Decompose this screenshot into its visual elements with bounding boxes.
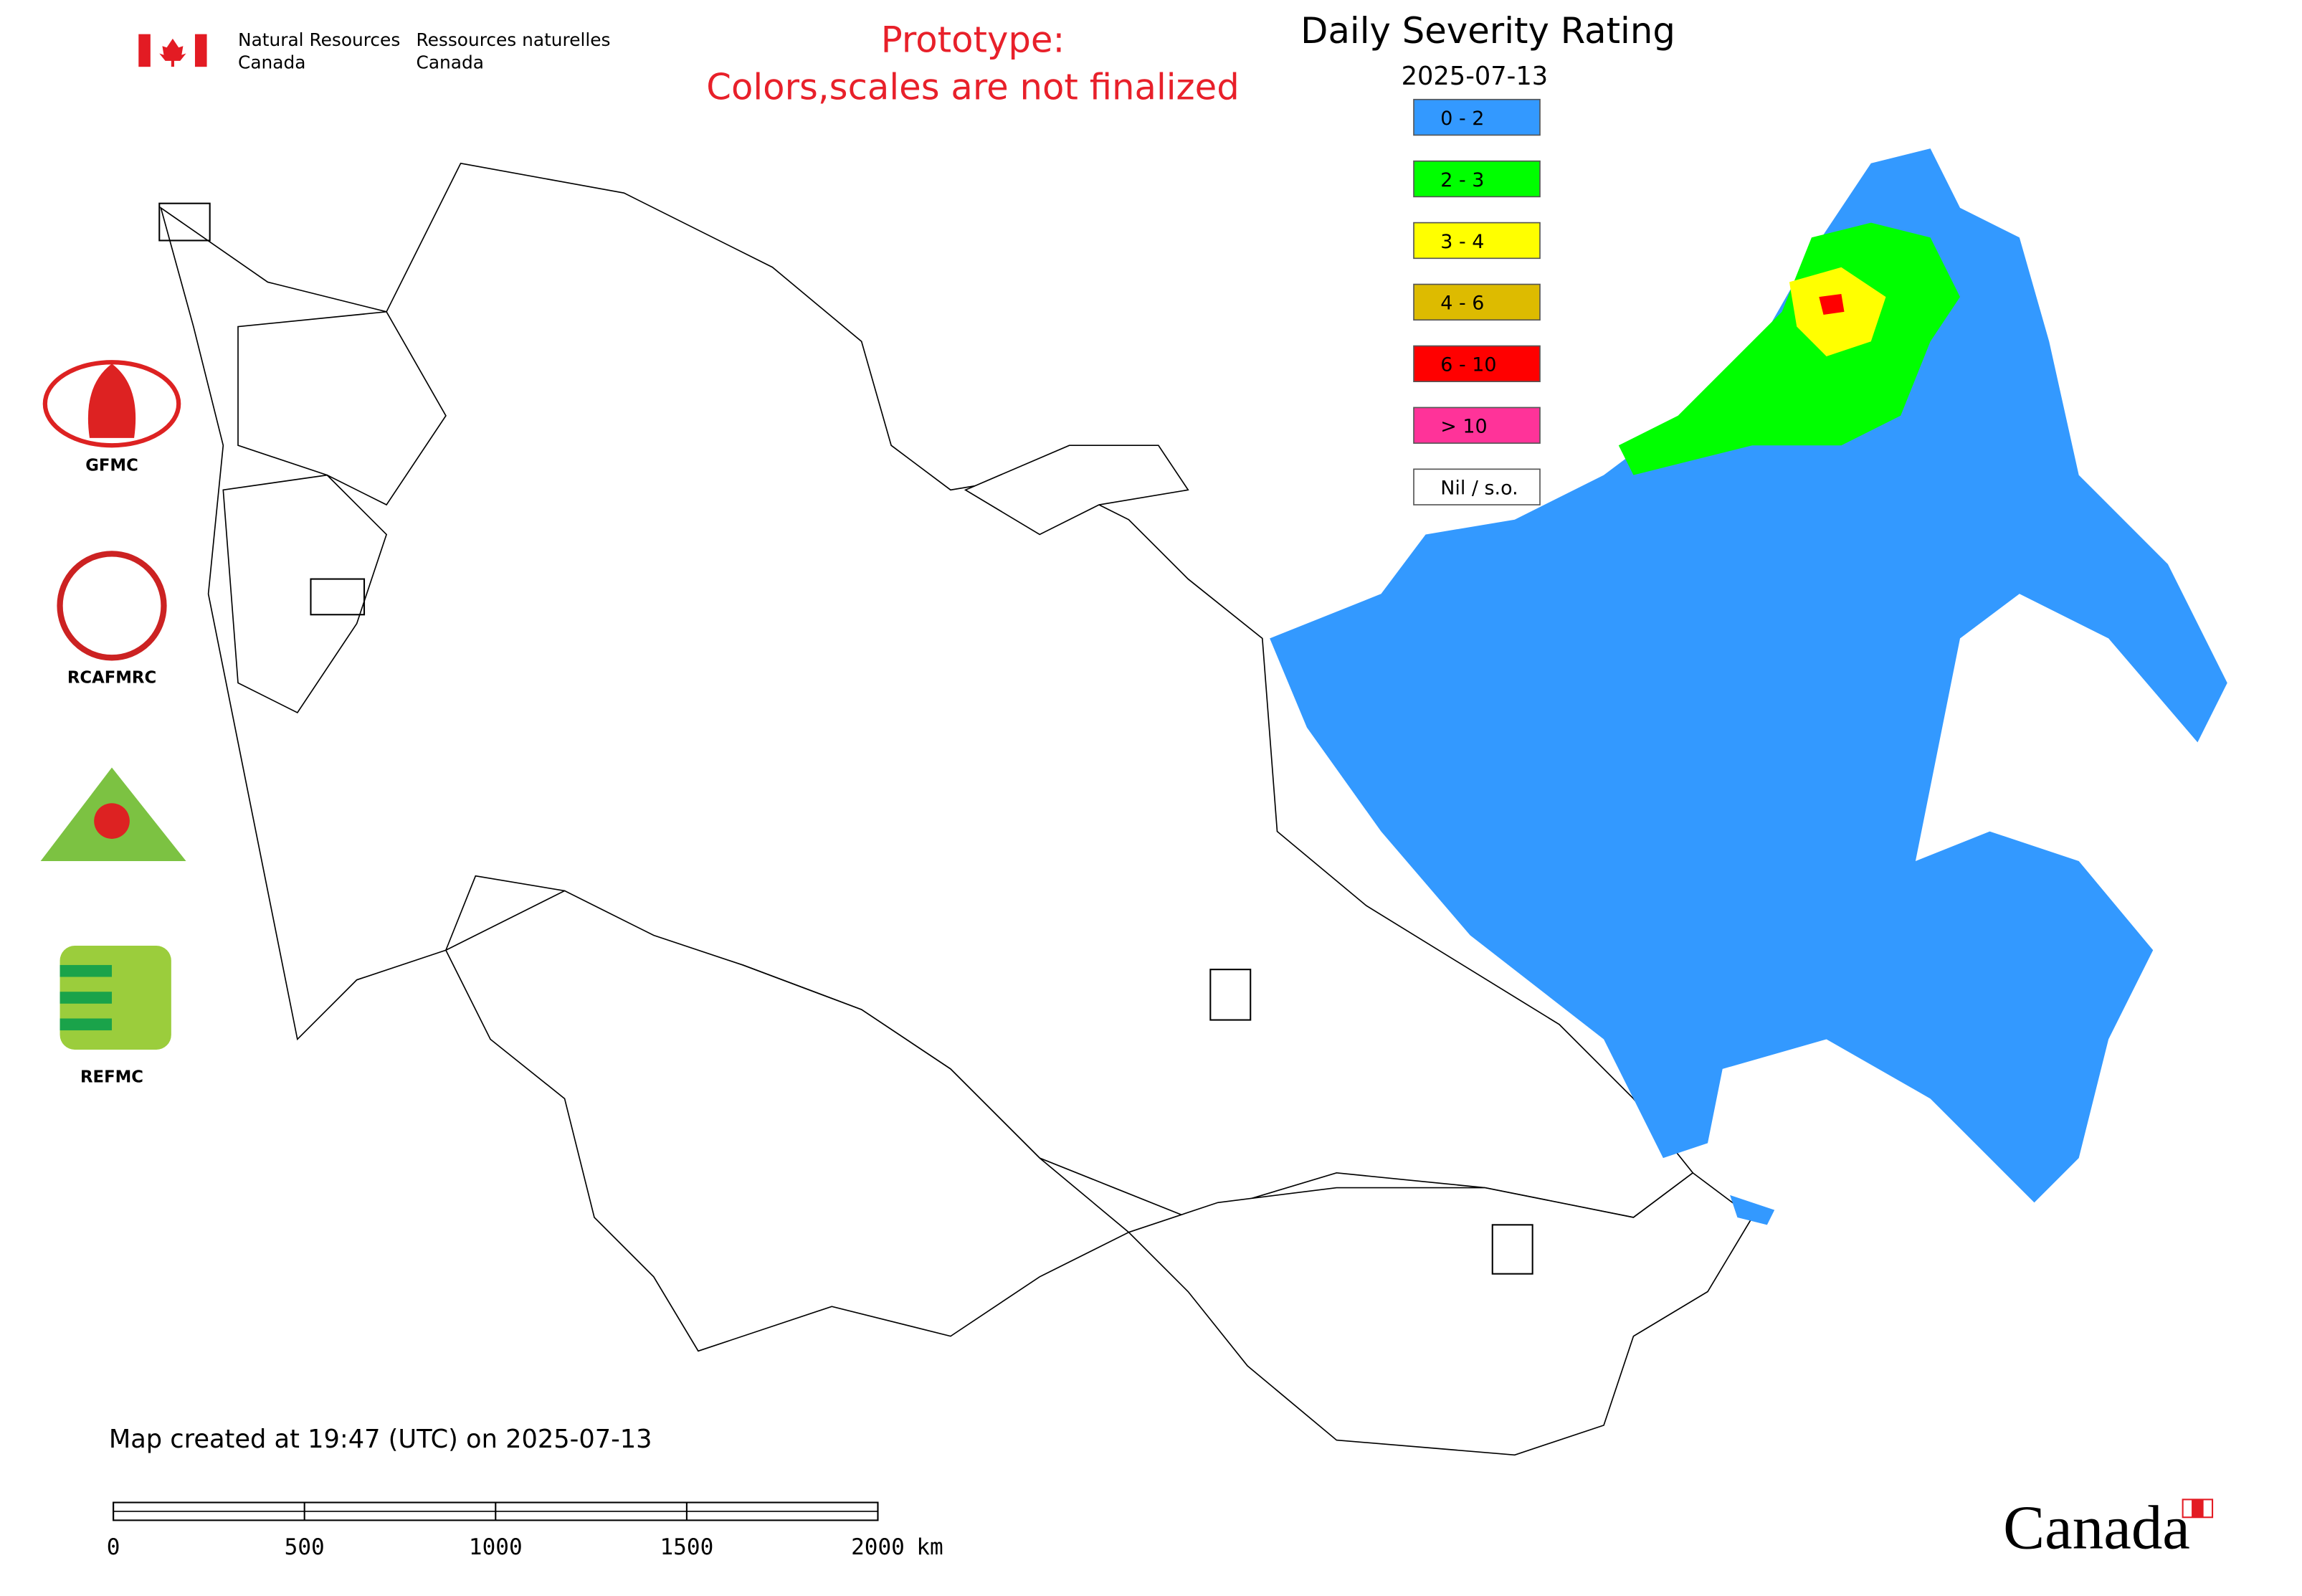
refmc-stripe bbox=[60, 1018, 113, 1031]
scale-bar: 0 500 1000 1500 2000 km bbox=[107, 1501, 943, 1560]
logo-label: REFMC bbox=[80, 1068, 143, 1087]
scale-label: 0 bbox=[107, 1534, 120, 1560]
notice: Colors,scales are not finalized bbox=[706, 67, 1239, 108]
agency-en: Canada bbox=[238, 52, 305, 72]
legend-label: 0 - 2 bbox=[1440, 108, 1484, 130]
gfmc-logo bbox=[42, 360, 181, 448]
legend-swatch bbox=[1413, 468, 1541, 505]
canada-wordmark: Canada bbox=[2003, 1493, 2190, 1562]
agency-logo bbox=[138, 34, 207, 67]
scale-label: 500 bbox=[285, 1534, 325, 1560]
legend-swatch bbox=[1413, 160, 1541, 198]
scale-label: 1500 bbox=[660, 1534, 713, 1560]
legend-label: 4 - 6 bbox=[1440, 293, 1484, 315]
created-note: Map created at 19:47 (UTC) on 2025-07-13 bbox=[109, 1425, 652, 1454]
country-outlines bbox=[159, 162, 1754, 1456]
scale-label: 2000 bbox=[851, 1534, 905, 1560]
legend-swatch bbox=[1413, 222, 1541, 260]
agency-en: Natural Resources bbox=[238, 29, 400, 50]
legend: 0 - 2 2 - 3 3 - 4 4 - 6 6 - 10 > 10 Nil / s.o. bbox=[1413, 98, 1541, 505]
scale-unit: km bbox=[916, 1534, 943, 1560]
legend-label: 3 - 4 bbox=[1440, 231, 1484, 253]
gfmc-flame bbox=[87, 364, 136, 438]
legend-swatch bbox=[1413, 283, 1541, 321]
legend-swatch bbox=[1413, 98, 1541, 136]
refmc-stripe bbox=[60, 964, 113, 977]
reefmc-flame bbox=[94, 803, 130, 839]
scale-label: 1000 bbox=[469, 1534, 523, 1560]
agency-fr: Canada bbox=[417, 52, 484, 72]
small-logos bbox=[158, 202, 1533, 1275]
legend-label: 6 - 10 bbox=[1440, 354, 1496, 376]
notice: Prototype: bbox=[881, 19, 1065, 60]
logo-label: GFMC bbox=[85, 456, 138, 475]
legend-label: Nil / s.o. bbox=[1440, 478, 1518, 500]
agency-fr: Ressources naturelles bbox=[417, 29, 611, 50]
legend-label: 2 - 3 bbox=[1440, 169, 1484, 191]
rcafmrc-logo bbox=[57, 551, 167, 661]
map-date: 2025-07-13 bbox=[1402, 62, 1549, 91]
legend-swatch bbox=[1413, 407, 1541, 444]
legend-swatch bbox=[1413, 345, 1541, 382]
logo-label: RCAFMRC bbox=[67, 669, 156, 688]
severity-area bbox=[1270, 148, 2227, 1225]
refmc-stripe bbox=[60, 992, 113, 1004]
map-title: Daily Severity Rating bbox=[1300, 10, 1675, 52]
wordmark-flag bbox=[2192, 1499, 2204, 1518]
legend-label: > 10 bbox=[1440, 416, 1487, 438]
